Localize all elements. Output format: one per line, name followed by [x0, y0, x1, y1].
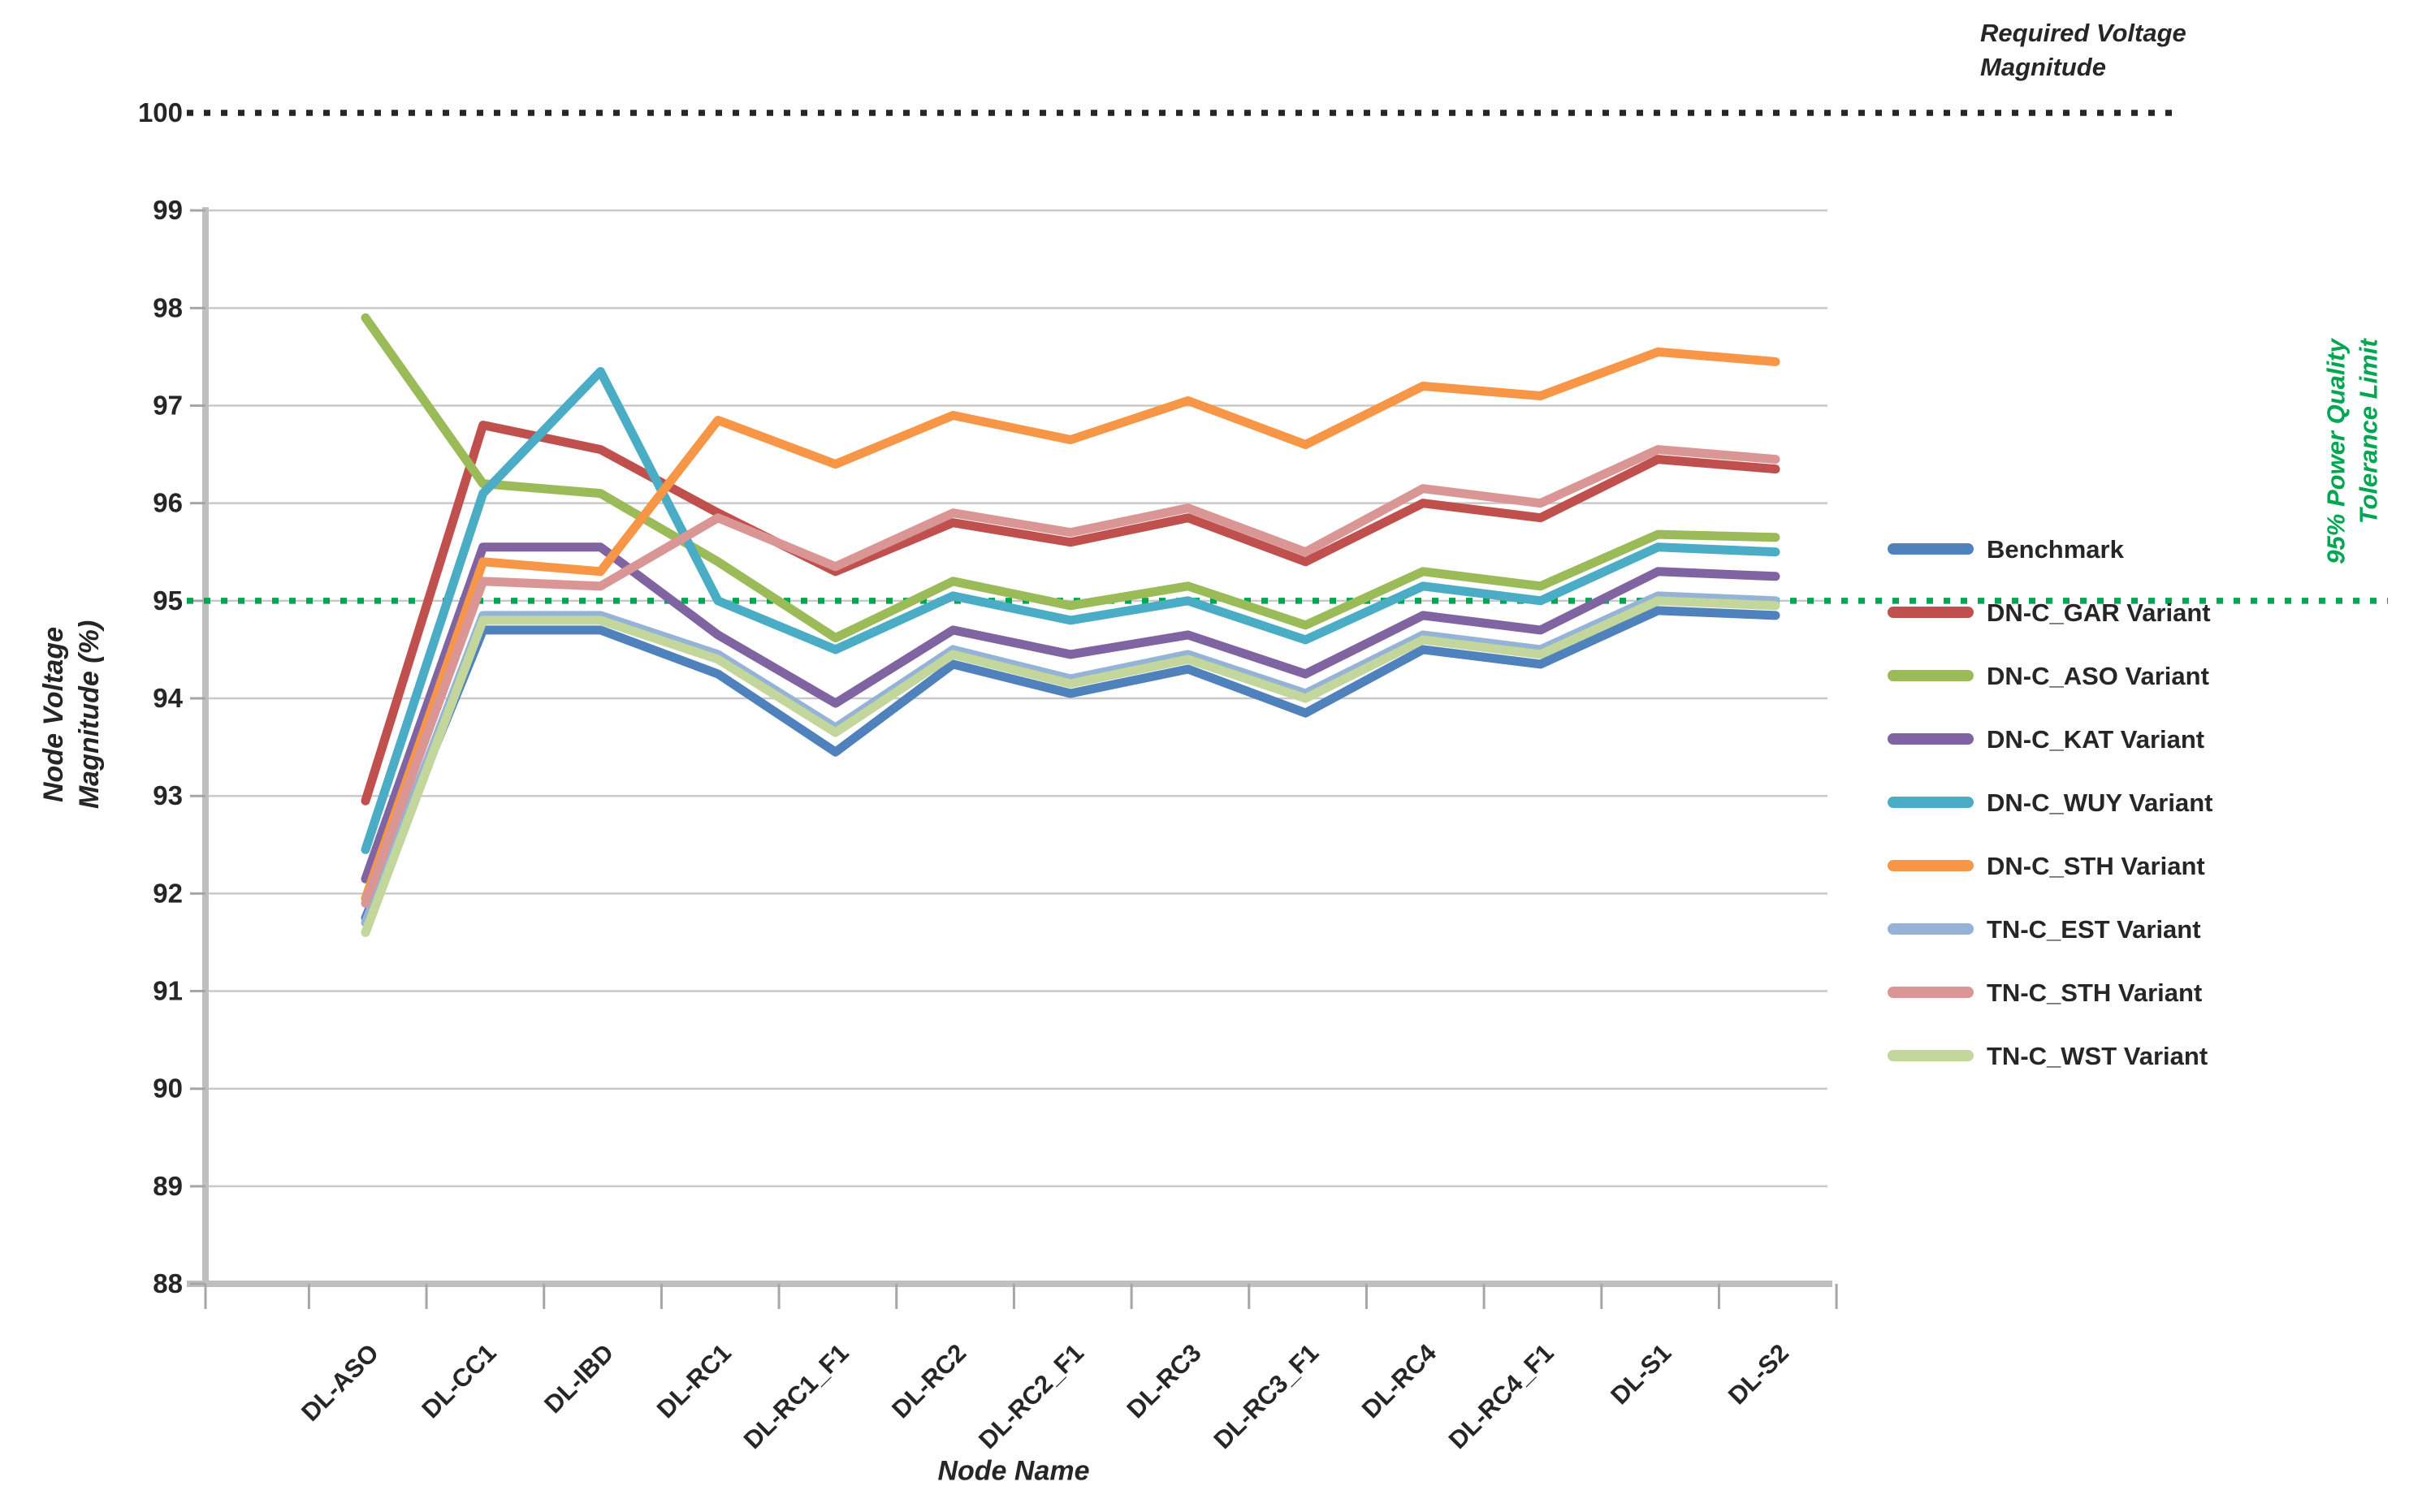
y-tick-label-96: 96	[153, 488, 183, 518]
y-tick-label-100: 100	[138, 97, 183, 127]
y-tick-label-89: 89	[153, 1171, 183, 1201]
legend-swatch-TN-C_EST-Variant	[1888, 923, 1974, 935]
legend-label-DN-C_WUY-Variant: DN-C_WUY Variant	[1987, 788, 2213, 817]
y-tick-label-91: 91	[153, 976, 183, 1006]
x-tick-label-DL-RC4_F1: DL-RC4_F1	[1443, 1338, 1559, 1454]
legend-label-Benchmark: Benchmark	[1987, 535, 2125, 564]
legend-swatch-DN-C_ASO-Variant	[1888, 670, 1974, 681]
y-tick-label-94: 94	[153, 683, 183, 713]
y-axis-title: Node Voltage Magnitude (%)	[36, 620, 107, 809]
legend-swatch-DN-C_GAR-Variant	[1888, 607, 1974, 618]
x-tick-label-DL-RC2_F1: DL-RC2_F1	[973, 1338, 1089, 1454]
series-line-DN-C_STH-Variant	[361, 347, 1780, 903]
y-tick-label-98: 98	[153, 292, 183, 322]
x-tick-label-DL-ASO: DL-ASO	[296, 1338, 384, 1427]
legend-swatch-DN-C_WUY-Variant	[1888, 797, 1974, 808]
tolerance-limit-annotation: 95% Power Quality Tolerance Limit	[2320, 339, 2386, 564]
x-tick-label-DL-RC3_F1: DL-RC3_F1	[1208, 1338, 1324, 1454]
legend-swatch-DN-C_KAT-Variant	[1888, 733, 1974, 745]
legend-label-TN-C_STH-Variant: TN-C_STH Variant	[1987, 978, 2202, 1007]
y-axis-title-line2: Magnitude (%)	[74, 620, 105, 810]
x-tick-label-DL-RC4: DL-RC4	[1356, 1338, 1442, 1424]
tolerance-limit-annotation-line1: 95% Power Quality	[2321, 339, 2351, 564]
series-line-DN-C_ASO-Variant	[361, 313, 1780, 643]
y-axis-title-line1: Node Voltage	[37, 627, 69, 802]
series-line-DN-C_GAR-Variant	[361, 421, 1780, 806]
x-tick-label-DL-RC3: DL-RC3	[1122, 1338, 1207, 1423]
y-tick-label-90: 90	[153, 1074, 183, 1104]
x-tick-label-DL-RC1: DL-RC1	[651, 1338, 737, 1423]
y-tick-label-88: 88	[153, 1268, 183, 1298]
legend-swatch-DN-C_STH-Variant	[1888, 860, 1974, 871]
y-tick-label-95: 95	[153, 585, 183, 616]
y-tick-label-92: 92	[153, 878, 183, 908]
x-tick-label-DL-RC1_F1: DL-RC1_F1	[738, 1338, 854, 1454]
series-line-DN-C_KAT-Variant	[361, 542, 1780, 883]
series-line-DN-C_WUY-Variant	[361, 366, 1780, 854]
series-line-Benchmark	[361, 606, 1780, 922]
x-tick-label-DL-IBD: DL-IBD	[538, 1338, 619, 1419]
x-tick-label-DL-CC1: DL-CC1	[416, 1338, 501, 1423]
legend-label-TN-C_WST-Variant: TN-C_WST Variant	[1987, 1042, 2208, 1070]
y-tick-label-93: 93	[153, 780, 183, 810]
x-tick-label-DL-S2: DL-S2	[1723, 1338, 1794, 1410]
required-voltage-annotation: Required Voltage Magnitude	[1980, 16, 2186, 84]
required-voltage-annotation-line1: Required Voltage	[1980, 19, 2186, 47]
legend-label-DN-C_ASO-Variant: DN-C_ASO Variant	[1987, 662, 2209, 690]
series-line-TN-C_WST-Variant	[361, 596, 1780, 937]
legend-swatch-Benchmark	[1888, 543, 1974, 555]
series-line-TN-C_STH-Variant	[361, 445, 1780, 908]
x-tick-label-DL-RC2: DL-RC2	[886, 1338, 971, 1423]
y-tick-label-99: 99	[153, 195, 183, 225]
tolerance-limit-annotation-line2: Tolerance Limit	[2355, 339, 2383, 525]
x-axis-title: Node Name	[937, 1455, 1090, 1487]
legend-swatch-TN-C_WST-Variant	[1888, 1050, 1974, 1061]
legend-label-TN-C_EST-Variant: TN-C_EST Variant	[1987, 915, 2201, 944]
legend-label-DN-C_STH-Variant: DN-C_STH Variant	[1987, 852, 2205, 880]
required-voltage-annotation-line2: Magnitude	[1980, 52, 2106, 81]
legend-label-DN-C_GAR-Variant: DN-C_GAR Variant	[1987, 598, 2211, 627]
y-tick-label-97: 97	[153, 391, 183, 421]
x-tick-label-DL-S1: DL-S1	[1605, 1338, 1676, 1410]
legend-label-DN-C_KAT-Variant: DN-C_KAT Variant	[1987, 725, 2204, 754]
legend-swatch-TN-C_STH-Variant	[1888, 987, 1974, 998]
